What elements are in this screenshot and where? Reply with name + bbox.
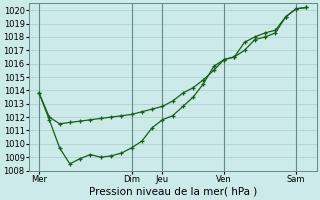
X-axis label: Pression niveau de la mer( hPa ): Pression niveau de la mer( hPa ) [89, 187, 257, 197]
